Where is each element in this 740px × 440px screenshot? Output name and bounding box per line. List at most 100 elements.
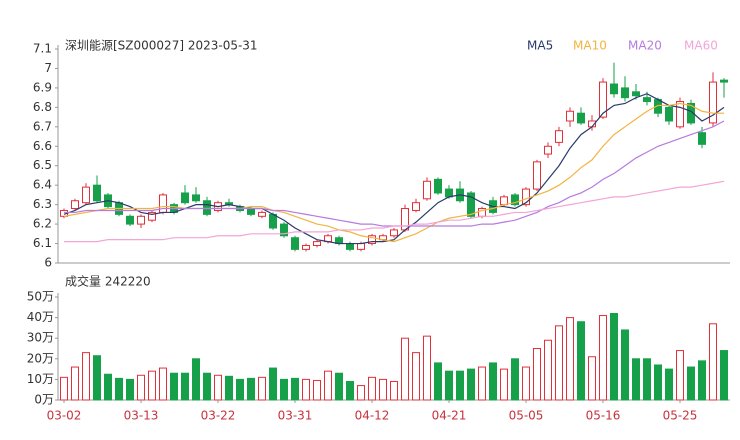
volume-bar	[434, 362, 442, 401]
candle-body	[93, 184, 101, 202]
candle-body	[511, 194, 519, 206]
x-tick-label: 03-13	[124, 409, 159, 423]
candle-body	[544, 145, 552, 155]
candle-body	[280, 223, 288, 237]
x-tick-label: 03-02	[47, 409, 82, 423]
volume-bar	[412, 352, 420, 401]
volume-bar	[357, 385, 365, 401]
x-tick-label: 03-22	[201, 409, 236, 423]
legend-entry: MA20	[628, 39, 662, 53]
volume-bar	[478, 366, 486, 401]
candle-body	[258, 211, 266, 217]
volume-bar	[346, 380, 354, 401]
candle-body	[137, 215, 145, 225]
volume-bar	[610, 312, 618, 401]
volume-bar	[236, 378, 244, 401]
x-tick-label: 04-12	[355, 409, 390, 423]
y-tick-label: 6.2	[33, 217, 52, 231]
volume-bar	[445, 370, 453, 401]
y-tick-label: 6	[44, 256, 52, 270]
volume-bar	[137, 374, 145, 401]
x-tick-label: 05-16	[586, 409, 621, 423]
ma-line	[63, 102, 724, 243]
candle-body	[82, 186, 90, 204]
volume-bar	[390, 380, 398, 401]
volume-bar	[489, 362, 497, 401]
candle-body	[192, 194, 200, 202]
volume-bar	[698, 360, 706, 401]
volume-bar	[500, 368, 508, 401]
volume-bar	[588, 356, 596, 401]
candle-body	[709, 81, 717, 124]
volume-bar	[621, 329, 629, 401]
volume-bar	[324, 370, 332, 401]
volume-bar	[456, 370, 464, 401]
candle-body	[687, 102, 695, 124]
volume-bar	[269, 367, 277, 401]
volume-bar	[676, 350, 684, 401]
candle-body	[555, 130, 563, 143]
volume-bar	[632, 358, 640, 401]
x-tick-label: 05-25	[663, 409, 698, 423]
volume-bar	[687, 366, 695, 401]
volume-bar	[379, 378, 387, 401]
volume-bar	[643, 358, 651, 401]
ma-line	[64, 180, 725, 243]
volume-bar	[720, 350, 728, 401]
volume-bar	[225, 375, 233, 401]
x-tick-label: 05-05	[509, 409, 544, 423]
legend-entry: MA60	[684, 39, 718, 53]
candle-body	[610, 83, 618, 95]
y-tick-label: 10万	[27, 372, 54, 386]
y-tick-label: 6.4	[33, 178, 52, 192]
candle-body	[423, 180, 431, 200]
volume-bar	[368, 376, 376, 401]
volume-bar	[599, 315, 607, 401]
legend-entry: MA5	[527, 39, 553, 53]
y-tick-label: 6.5	[33, 158, 52, 172]
candle-body	[445, 188, 453, 198]
candle-body	[643, 97, 651, 103]
volume-bar	[654, 364, 662, 401]
candle-body	[577, 112, 585, 124]
volume-bar	[522, 366, 530, 401]
volume-title: 成交量 242220	[65, 274, 151, 289]
y-tick-label: 6.1	[33, 236, 52, 250]
volume-bar	[566, 317, 574, 401]
volume-bar	[148, 370, 156, 401]
candle-body	[599, 81, 607, 118]
volume-bar	[181, 372, 189, 401]
volume-bar	[544, 339, 552, 401]
volume-bar	[192, 358, 200, 401]
y-tick-label: 6.7	[33, 119, 52, 133]
y-tick-label: 50万	[27, 290, 54, 304]
candle-body	[434, 178, 442, 194]
volume-bar	[555, 325, 563, 401]
volume-bar	[533, 348, 541, 401]
volume-bar	[511, 358, 519, 401]
candle-body	[467, 192, 475, 217]
volume-bar	[665, 368, 673, 401]
legend-entry: MA10	[573, 39, 607, 53]
candle-body	[698, 132, 706, 145]
candle-body	[247, 208, 255, 215]
volume-bar	[159, 367, 167, 401]
candle-body	[500, 196, 508, 206]
volume-bar	[577, 321, 585, 401]
y-tick-label: 6.8	[33, 100, 52, 114]
volume-bar	[313, 379, 321, 401]
candle-body	[203, 200, 211, 215]
volume-bar	[291, 377, 299, 401]
y-tick-label: 6.9	[33, 80, 52, 94]
candle-body	[632, 91, 640, 97]
candle-body	[412, 202, 420, 211]
y-tick-label: 7	[44, 61, 52, 75]
y-tick-label: 6.3	[33, 197, 52, 211]
candle-body	[291, 237, 299, 250]
volume-bar	[709, 323, 717, 401]
candle-body	[522, 188, 530, 206]
volume-bar	[467, 368, 475, 401]
candle-body	[566, 110, 574, 122]
volume-bar	[302, 378, 310, 401]
